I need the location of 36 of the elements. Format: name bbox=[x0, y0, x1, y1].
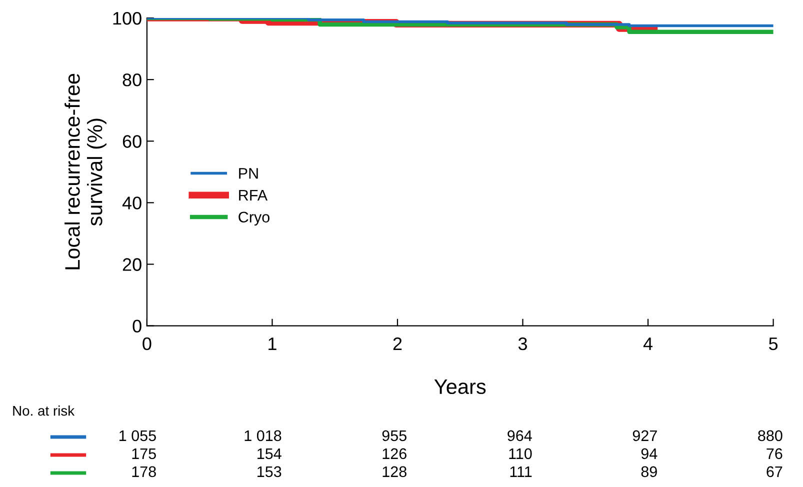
text: 153 bbox=[258, 466, 282, 478]
text: 964 bbox=[508, 430, 532, 442]
text: 175 bbox=[132, 448, 156, 460]
text: 89 bbox=[641, 466, 657, 478]
y-tick-label: 80 bbox=[122, 74, 142, 86]
text: 154 bbox=[258, 448, 282, 460]
text: No. at risk bbox=[13, 406, 75, 416]
x-tick-label: 4 bbox=[643, 338, 653, 350]
legend-label: Cryo bbox=[238, 212, 270, 226]
text: 126 bbox=[382, 448, 406, 460]
text: 110 bbox=[509, 448, 532, 460]
x-tick-label: 5 bbox=[768, 338, 778, 350]
legend-label: PN bbox=[239, 168, 258, 179]
text: 128 bbox=[382, 466, 406, 478]
legend-label: RFA bbox=[239, 190, 268, 200]
x-tick-label: 3 bbox=[518, 337, 527, 350]
y-axis-title: Local recurrence-free survival (%) bbox=[64, 74, 106, 270]
x-tick-label: 2 bbox=[393, 337, 402, 350]
x-axis-title: Years bbox=[434, 380, 486, 394]
y-tick-label: 60 bbox=[122, 135, 142, 148]
text: 111 bbox=[510, 466, 532, 477]
y-tick-label: 100 bbox=[113, 12, 142, 25]
y-tick-label: 0 bbox=[132, 320, 142, 333]
x-tick-label: 0 bbox=[142, 337, 152, 350]
text: 67 bbox=[766, 466, 782, 478]
text: 76 bbox=[766, 448, 782, 460]
text: 94 bbox=[641, 448, 658, 460]
x-tick-label: 1 bbox=[268, 338, 276, 350]
y-tick-label: 20 bbox=[122, 258, 142, 271]
text: 880 bbox=[758, 430, 782, 442]
text: 927 bbox=[632, 430, 657, 442]
text: 1 018 bbox=[244, 430, 282, 442]
text: 1 055 bbox=[120, 430, 156, 442]
y-tick-label: 40 bbox=[122, 196, 142, 210]
text: 955 bbox=[382, 430, 406, 442]
text: 178 bbox=[132, 466, 156, 478]
